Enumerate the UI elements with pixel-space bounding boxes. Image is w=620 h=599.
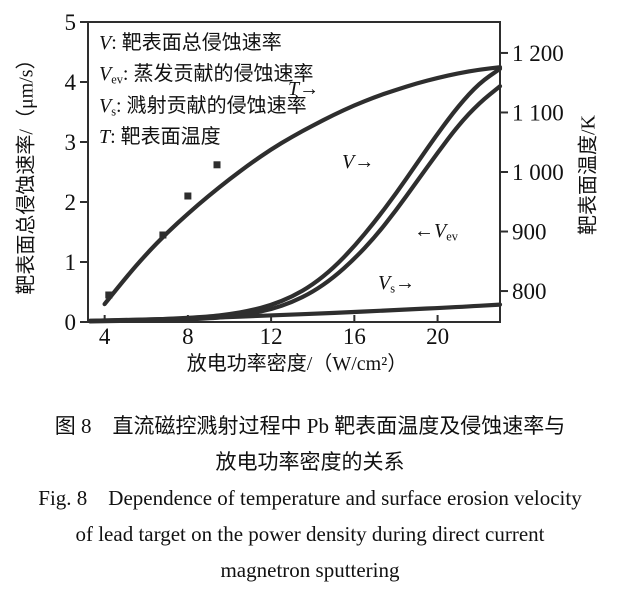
y-left-tick-label: 3 [65,130,77,155]
data-point-square [184,192,192,200]
x-tick-label: 16 [343,324,366,349]
caption-en-line3: magnetron sputtering [220,558,400,582]
curve-label-Vev: ←Vev [414,220,458,244]
curve-T [102,65,503,307]
x-tick-label: 12 [260,324,283,349]
curve-label-T: T→ [288,78,320,100]
y-right-tick-label: 1 200 [512,41,564,66]
caption-cn-line2: 放电功率密度的关系 [215,450,405,474]
x-tick-label: 4 [99,324,111,349]
legend-item: Vev: 蒸发贡献的侵蚀速率 [99,63,314,87]
curve-label-V: V→ [342,151,375,173]
y-left-tick-label: 4 [65,70,77,95]
y-right-tick-label: 1 100 [512,100,564,125]
data-point-square [159,231,167,239]
data-point-square [105,291,113,299]
y-left-tick-label: 5 [65,10,77,35]
caption-cn-line1: 图 8 直流磁控溅射过程中 Pb 靶表面温度及侵蚀速率与 [54,414,566,438]
erosion-temperature-chart: 0 1 2 3 4 5 800 900 1 000 1 100 1 200 4 8 12 16 20 V: 靶… [15,10,600,375]
legend-item: Vs: 溅射贡献的侵蚀速率 [99,94,307,119]
caption-en-line1: Fig. 8 Dependence of temperature and sur… [38,486,582,510]
caption-en-line2: of lead target on the power density duri… [75,522,545,546]
y-right-tick-label: 1 000 [512,160,564,185]
data-point-square [213,161,221,169]
y-axis-label-left: 靶表面总侵蚀速率/（μm/s） [15,49,38,295]
x-tick-label: 20 [426,324,449,349]
x-tick-label: 8 [182,324,194,349]
y-left-tick-label: 2 [65,190,77,215]
curve-Vs [88,302,503,323]
curve-label-Vs: Vs→ [378,272,416,296]
y-right-tick-label: 800 [512,279,547,304]
chart-legend: V: 靶表面总侵蚀速率 Vev: 蒸发贡献的侵蚀速率 Vs: 溅射贡献的侵蚀速率 T:… [99,30,313,156]
legend-item: V: 靶表面总侵蚀速率 [99,32,282,54]
x-axis-label: 放电功率密度/（W/cm²） [186,353,408,375]
legend-item: T: 靶表面温度 [99,126,221,149]
y-right-tick-label: 900 [512,220,547,245]
y-left-tick-label: 0 [65,310,77,335]
y-left-tick-label: 1 [65,250,77,275]
y-axis-label-right: 靶表面温度/K [577,115,600,235]
figure-captions: 图 8 直流磁控溅射过程中 Pb 靶表面温度及侵蚀速率与 放电功率密度的关系 F… [0,408,620,588]
